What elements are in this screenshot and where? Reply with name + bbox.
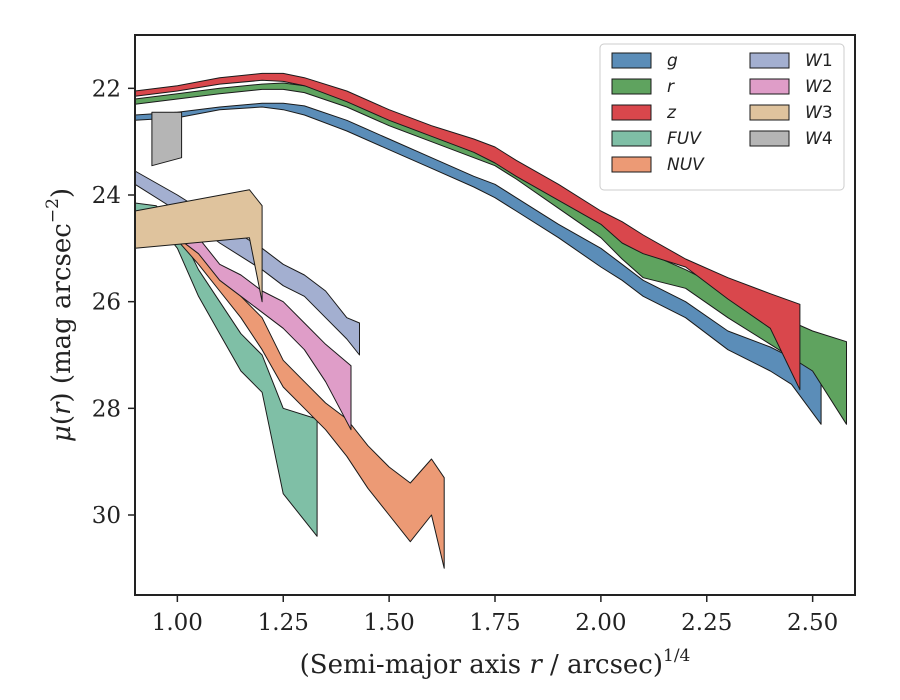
legend-swatch-w1 (749, 52, 790, 69)
x-tick-label: 1.75 (469, 610, 520, 636)
band-g (134, 102, 822, 425)
legend: grz FUV NUV W1 W2 W3 W4 (599, 43, 845, 191)
legend-swatch-z (611, 104, 652, 121)
legend-label-w2: W2 (805, 77, 833, 97)
band-z (134, 72, 801, 391)
legend-label-w3: W3 (805, 103, 833, 123)
x-tick-label: 2.50 (787, 610, 838, 636)
x-tick-label: 2.00 (575, 610, 626, 636)
legend-label-fuv: FUV (667, 129, 702, 149)
x-tick-label: 1.25 (258, 610, 309, 636)
y-axis-ticks: 22 24 26 28 30 (92, 76, 135, 529)
legend-swatch-w3 (749, 104, 790, 121)
legend-label-z: z (666, 103, 677, 123)
legend-swatch-nuv (611, 156, 652, 173)
y-tick-label: 26 (92, 290, 121, 316)
legend-label-w4: W4 (805, 129, 833, 149)
y-tick-label: 30 (92, 503, 121, 529)
legend-label-w1: W1 (805, 51, 833, 71)
legend-swatch-r (611, 78, 652, 95)
y-tick-label: 28 (92, 396, 121, 422)
band-w4 (151, 111, 183, 167)
profile-bands (134, 72, 847, 569)
legend-swatch-w4 (749, 130, 790, 147)
x-axis-label: (Semi-major axis r / arcsec)1/4 (300, 646, 691, 680)
y-tick-label: 24 (92, 183, 121, 209)
band-w2 (134, 210, 352, 431)
legend-label-r: r (667, 77, 675, 97)
x-tick-label: 2.25 (681, 610, 732, 636)
y-tick-label: 22 (92, 76, 121, 102)
legend-label-g: g (667, 51, 678, 71)
x-axis-ticks: 1.00 1.25 1.50 1.75 2.00 2.25 2.50 (152, 595, 838, 636)
band-nuv (134, 215, 445, 569)
legend-swatch-fuv (611, 130, 652, 147)
y-axis-label: μ(r) (mag arcsec−2) (43, 188, 77, 442)
x-tick-label: 1.00 (152, 610, 203, 636)
legend-swatch-w2 (749, 78, 790, 95)
band-fuv (134, 202, 318, 537)
x-tick-label: 1.50 (364, 610, 415, 636)
legend-swatch-g (611, 52, 652, 69)
legend-label-nuv: NUV (667, 155, 705, 175)
